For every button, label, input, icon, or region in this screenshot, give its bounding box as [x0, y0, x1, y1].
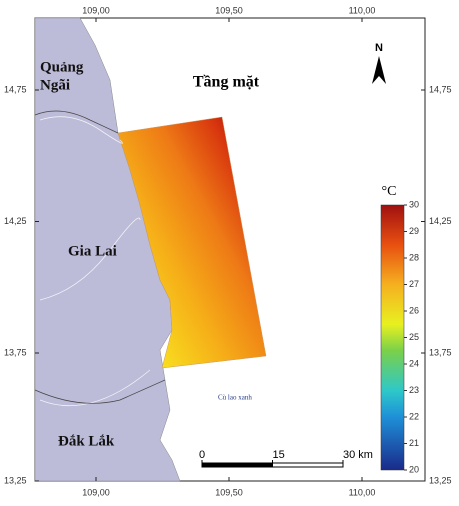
colorbar-label: 20 — [409, 464, 419, 474]
lat-label: 13,75 — [429, 347, 452, 357]
colorbar-unit: °C — [382, 184, 397, 199]
lat-label: 14,75 — [4, 84, 27, 94]
lon-label: 110,00 — [349, 5, 376, 15]
lon-label: 109,00 — [82, 487, 110, 497]
lat-label: 14,25 — [4, 216, 27, 226]
lat-label: 13,25 — [4, 475, 27, 485]
colorbar-label: 28 — [409, 252, 419, 262]
lat-label: 13,25 — [429, 475, 452, 485]
rivers — [39, 116, 151, 407]
colorbar-label: 22 — [409, 411, 419, 421]
island-label: Cù lao xanh — [218, 394, 252, 402]
colorbar-label: 24 — [409, 358, 419, 368]
lon-label: 109,00 — [82, 5, 110, 15]
temperature-field — [117, 116, 267, 369]
colorbar-label: 27 — [409, 279, 419, 289]
scale-label: 15 — [273, 449, 285, 461]
province-label: Ngãi — [40, 77, 70, 93]
province-label: Quảng — [40, 59, 84, 75]
province-label: Gia Lai — [68, 243, 117, 259]
lat-label: 13,75 — [4, 347, 27, 357]
lon-label: 109,50 — [215, 5, 243, 15]
north-label: N — [375, 42, 383, 54]
lon-label: 110,00 — [349, 487, 376, 497]
colorbar-label: 25 — [409, 332, 419, 342]
lat-label: 14,75 — [429, 84, 452, 94]
lon-label: 109,50 — [215, 487, 243, 497]
borders — [34, 110, 166, 404]
north-arrow — [372, 56, 386, 84]
lat-label: 14,25 — [429, 216, 452, 226]
colorbar-label: 21 — [409, 438, 419, 448]
colorbar-label: 30 — [409, 199, 419, 209]
colorbar — [380, 204, 405, 471]
colorbar-label: 23 — [409, 385, 419, 395]
scale-label: 30 km — [343, 449, 373, 461]
title: Tầng mặt — [193, 74, 260, 91]
colorbar-label: 26 — [409, 305, 419, 315]
colorbar-label: 29 — [409, 226, 419, 236]
scale-segment — [202, 463, 273, 467]
province-label: Đắk Lắk — [58, 433, 115, 449]
scale-label: 0 — [199, 449, 205, 461]
